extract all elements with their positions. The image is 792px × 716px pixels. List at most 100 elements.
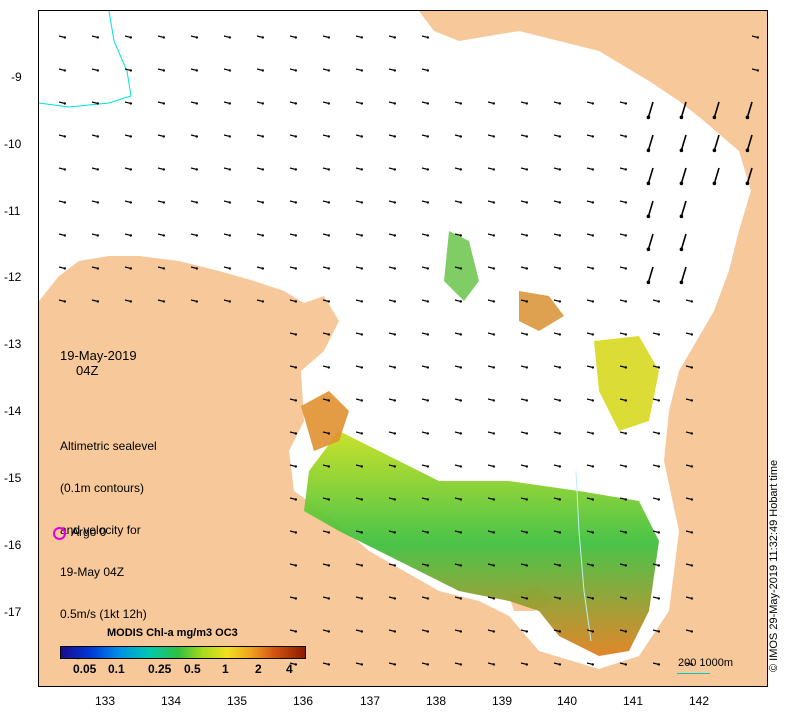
velocity-arrow-head: [426, 69, 430, 72]
velocity-arrow-head: [360, 267, 364, 270]
velocity-arrow-head: [525, 366, 529, 369]
velocity-arrow-head: [261, 135, 265, 138]
velocity-arrow-head: [690, 366, 694, 369]
lon-tick: 139: [492, 694, 513, 708]
lat-tick: -14: [4, 404, 22, 418]
chl-patch-east: [594, 336, 659, 431]
velocity-arrow-head: [228, 267, 232, 270]
velocity-arrow-head: [459, 333, 463, 336]
lon-tick: 136: [293, 694, 314, 708]
velocity-arrow-head: [228, 36, 232, 39]
velocity-arrow-head: [690, 564, 694, 567]
velocity-arrow-head: [261, 69, 265, 72]
velocity-arrow-head: [360, 333, 364, 336]
velocity-arrow-head: [690, 630, 694, 633]
lat-tick: -12: [4, 270, 22, 284]
velocity-arrow-head: [591, 498, 595, 501]
velocity-arrow-head: [712, 148, 717, 153]
velocity-arrow-head: [492, 564, 496, 567]
velocity-arrow-head: [690, 432, 694, 435]
velocity-arrow-head: [492, 234, 496, 237]
velocity-arrow-head: [492, 630, 496, 633]
velocity-arrow-head: [294, 630, 298, 633]
velocity-arrow: [647, 101, 654, 118]
velocity-arrow-head: [195, 135, 199, 138]
velocity-arrow-head: [525, 465, 529, 468]
colorbar-tick: 0.05: [73, 662, 97, 676]
velocity-arrow-head: [525, 300, 529, 303]
velocity-arrow-head: [327, 267, 331, 270]
velocity-arrow-head: [195, 36, 199, 39]
velocity-arrow-head: [525, 267, 529, 270]
info-line: 19-May 04Z: [60, 565, 125, 579]
velocity-arrow-head: [646, 181, 651, 186]
velocity-arrow-head: [492, 267, 496, 270]
velocity-arrow-head: [393, 564, 397, 567]
velocity-arrow-head: [558, 333, 562, 336]
date-label: 19-May-2019: [60, 348, 137, 363]
colorbar-tick: 1: [222, 662, 229, 676]
lat-tick: -17: [4, 605, 22, 619]
velocity-arrow-head: [261, 234, 265, 237]
velocity-arrow-head: [129, 201, 133, 204]
velocity-arrow-head: [624, 102, 628, 105]
velocity-arrow-head: [63, 234, 67, 237]
velocity-arrow-head: [393, 366, 397, 369]
velocity-arrow-head: [294, 597, 298, 600]
velocity-arrow-head: [327, 333, 331, 336]
velocity-arrow: [680, 200, 687, 217]
velocity-arrow-head: [393, 69, 397, 72]
velocity-arrow-head: [393, 267, 397, 270]
velocity-arrow-head: [492, 102, 496, 105]
velocity-arrow-head: [657, 564, 661, 567]
velocity-arrow-head: [591, 630, 595, 633]
velocity-arrow-head: [624, 432, 628, 435]
colorbar: [60, 646, 306, 659]
velocity-arrow-head: [294, 201, 298, 204]
velocity-arrow-head: [327, 234, 331, 237]
velocity-arrow-head: [261, 102, 265, 105]
velocity-arrow-head: [679, 115, 684, 120]
velocity-arrow-head: [657, 465, 661, 468]
velocity-arrow-head: [393, 630, 397, 633]
velocity-arrow-head: [426, 366, 430, 369]
velocity-arrow-head: [426, 531, 430, 534]
velocity-arrow-head: [195, 69, 199, 72]
velocity-arrow-head: [712, 181, 717, 186]
velocity-arrow-head: [624, 465, 628, 468]
velocity-arrow-head: [459, 498, 463, 501]
land-north: [419, 11, 767, 96]
velocity-arrow-head: [360, 663, 364, 666]
velocity-arrow-head: [591, 399, 595, 402]
velocity-arrow-head: [591, 234, 595, 237]
velocity-arrow-head: [657, 630, 661, 633]
velocity-arrow-head: [426, 630, 430, 633]
velocity-arrow-head: [360, 564, 364, 567]
velocity-arrow-head: [63, 135, 67, 138]
velocity-arrow-head: [63, 267, 67, 270]
velocity-arrow-head: [228, 102, 232, 105]
velocity-arrow-head: [690, 597, 694, 600]
velocity-arrow-head: [327, 366, 331, 369]
velocity-arrow-head: [294, 498, 298, 501]
velocity-arrow-head: [360, 498, 364, 501]
velocity-arrow-head: [492, 465, 496, 468]
velocity-arrows: [58, 35, 760, 666]
velocity-arrow-head: [459, 168, 463, 171]
velocity-arrow-head: [294, 564, 298, 567]
velocity-arrow-head: [558, 399, 562, 402]
velocity-arrow-head: [393, 399, 397, 402]
velocity-arrow-head: [591, 267, 595, 270]
velocity-arrow: [647, 167, 654, 184]
velocity-arrow-head: [690, 663, 694, 666]
velocity-arrow-head: [360, 201, 364, 204]
velocity-arrow-head: [393, 135, 397, 138]
velocity-arrow-head: [591, 366, 595, 369]
map-frame: [38, 10, 768, 687]
velocity-arrow-head: [679, 280, 684, 285]
velocity-arrow-head: [426, 300, 430, 303]
velocity-arrow-head: [624, 498, 628, 501]
velocity-arrow-head: [261, 36, 265, 39]
velocity-arrow-head: [591, 135, 595, 138]
velocity-arrow-head: [679, 148, 684, 153]
